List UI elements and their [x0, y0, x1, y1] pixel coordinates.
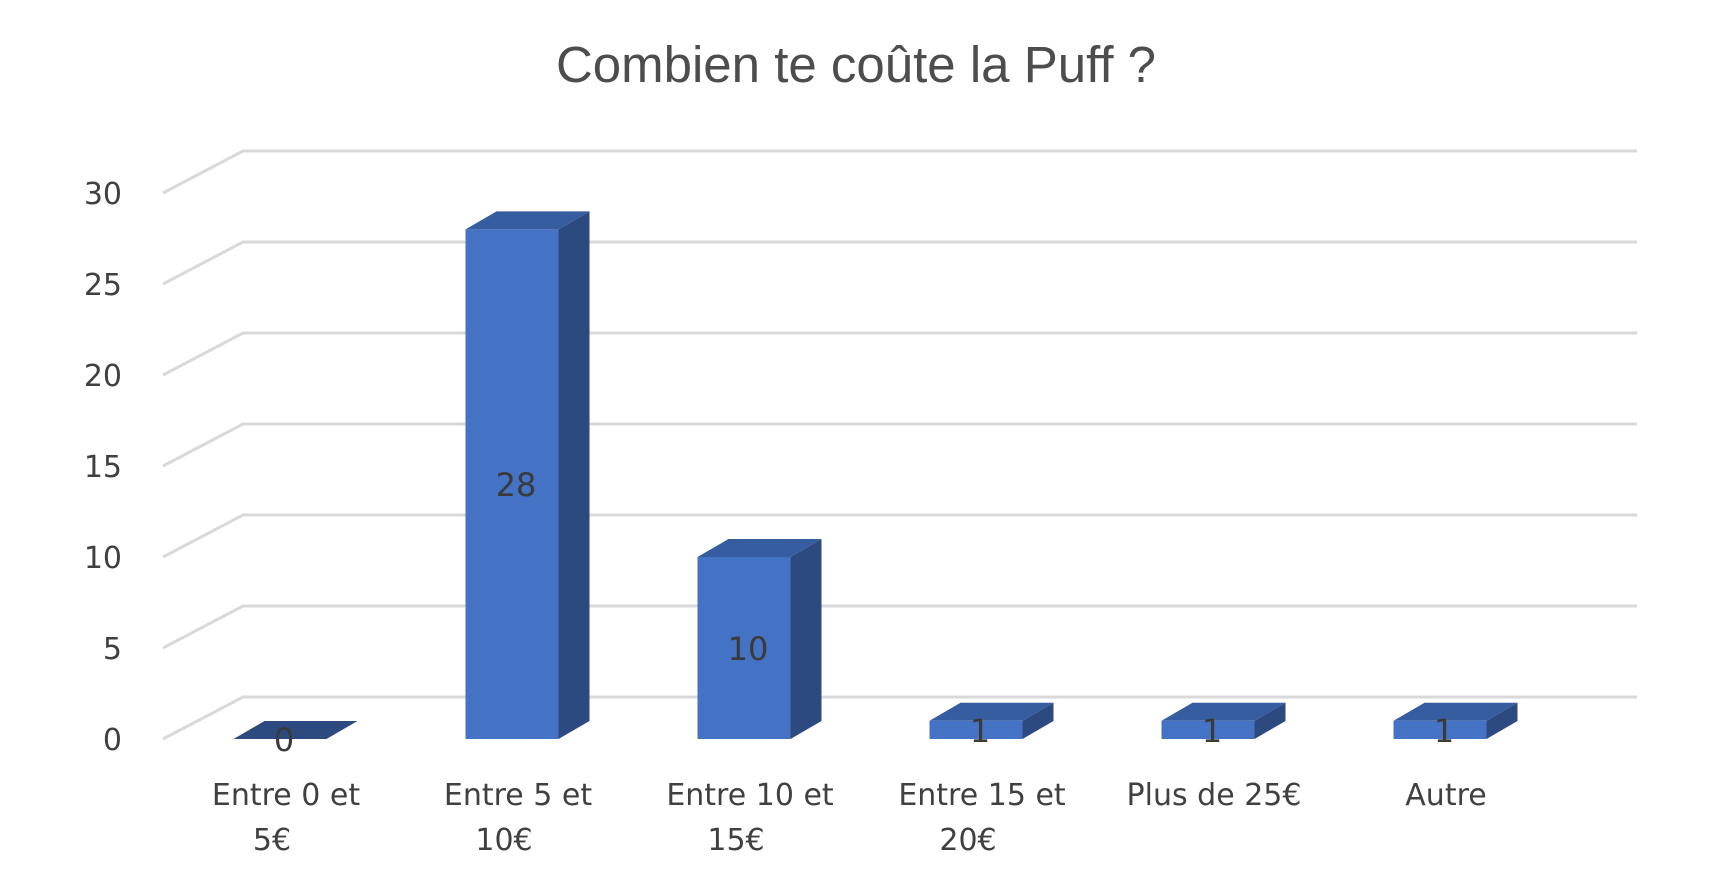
bar-side [1486, 702, 1518, 739]
chart-title: Combien te coûte la Puff ? [556, 36, 1156, 93]
gridline [162, 240, 1637, 286]
data-label: 0 [274, 721, 294, 759]
bar-front [929, 720, 1023, 739]
bar-top [1393, 702, 1518, 721]
gridline [162, 422, 1637, 468]
grid-layer [162, 149, 1637, 741]
data-label: 1 [1434, 712, 1454, 750]
x-tick-label: Entre 0 et [212, 778, 360, 813]
x-axis-categories: Entre 0 et 5€ Entre 5 et 10€ Entre 10 et 15€ E… [212, 778, 1487, 858]
gridline [162, 695, 1637, 741]
x-tick-label: Entre 15 et [898, 778, 1066, 813]
bar [1393, 702, 1518, 739]
bar-front [465, 229, 559, 739]
x-tick-label: 15€ [707, 823, 764, 858]
x-tick-label: 5€ [253, 823, 291, 858]
bar-top [697, 539, 822, 557]
bar-top [233, 721, 358, 739]
gridline [162, 513, 1637, 559]
y-tick-label: 15 [84, 450, 122, 485]
y-axis-ticks: 0 5 10 15 20 25 30 [84, 177, 122, 758]
bar-front [1161, 720, 1255, 739]
bar [233, 721, 358, 739]
y-tick-label: 0 [103, 723, 122, 758]
bar-side [1022, 702, 1054, 739]
bar [929, 702, 1054, 739]
bar [697, 539, 822, 739]
gridline [162, 331, 1637, 377]
bar-front [1393, 720, 1487, 739]
x-tick-label: Entre 5 et [444, 778, 592, 813]
bar-front [697, 557, 791, 739]
x-tick-label: 20€ [939, 823, 996, 858]
data-label: 1 [1202, 712, 1222, 750]
data-label: 1 [970, 712, 990, 750]
y-tick-label: 30 [84, 177, 122, 212]
x-tick-label: 10€ [475, 823, 532, 858]
data-label: 10 [728, 630, 769, 668]
y-tick-label: 10 [84, 541, 122, 576]
bar-side [558, 211, 590, 739]
bar-top [465, 211, 590, 230]
x-tick-label: Plus de 25€ [1127, 778, 1302, 813]
data-labels: 0 28 10 1 1 1 [274, 466, 1454, 759]
bar-side [790, 539, 822, 739]
bar-side [1254, 702, 1286, 739]
x-tick-label: Autre [1405, 778, 1486, 813]
bar-top [1161, 702, 1286, 721]
gridline [162, 149, 1637, 195]
y-tick-label: 5 [103, 632, 122, 667]
bar-layer [233, 211, 1518, 739]
gridline [162, 604, 1637, 650]
bar-top [929, 702, 1054, 721]
y-tick-label: 25 [84, 268, 122, 303]
bar [465, 211, 590, 739]
x-tick-label: Entre 10 et [666, 778, 834, 813]
y-tick-label: 20 [84, 359, 122, 394]
bar [1161, 702, 1286, 739]
data-label: 28 [496, 466, 537, 504]
